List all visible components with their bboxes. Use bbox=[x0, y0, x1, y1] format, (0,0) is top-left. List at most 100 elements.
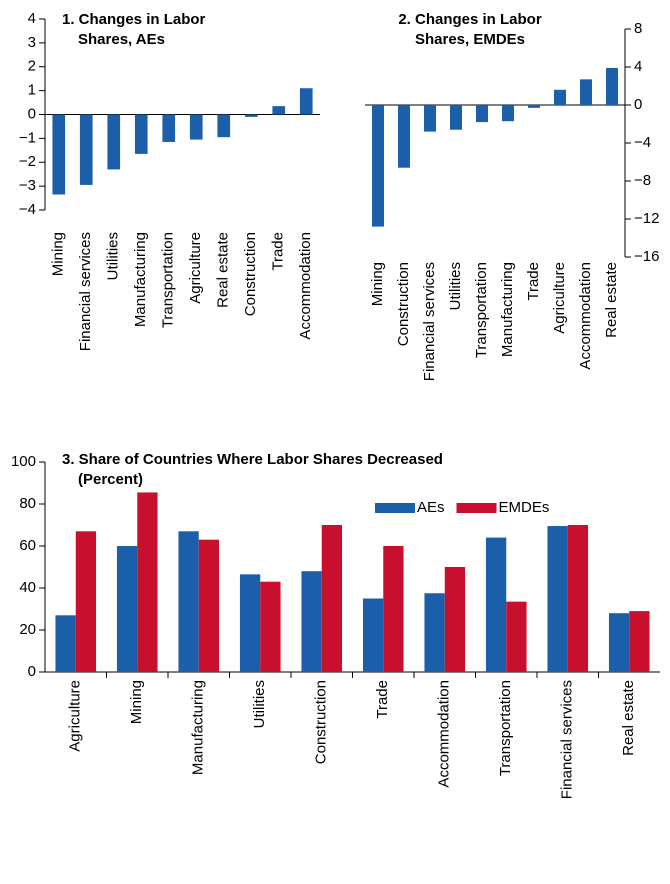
bar bbox=[547, 526, 568, 672]
x-tick-label: Accommodation bbox=[577, 262, 594, 370]
bar bbox=[424, 593, 445, 672]
bar bbox=[476, 105, 488, 123]
x-tick-label: Utilities bbox=[105, 232, 122, 280]
y-tick-label: 40 bbox=[19, 579, 36, 596]
y-tick-label: 4 bbox=[634, 58, 642, 75]
bar bbox=[372, 105, 384, 227]
legend-label: AEs bbox=[417, 499, 445, 516]
x-tick-label: Construction bbox=[395, 262, 412, 346]
x-tick-label: Real estate bbox=[215, 232, 232, 308]
x-tick-label: Financial services bbox=[421, 262, 438, 381]
bar bbox=[299, 88, 313, 115]
y-tick-label: 3 bbox=[28, 34, 36, 51]
bar bbox=[554, 89, 566, 105]
x-tick-label: Mining bbox=[50, 232, 67, 276]
x-tick-label: Trade bbox=[374, 680, 391, 719]
bar bbox=[528, 105, 540, 108]
bar bbox=[424, 105, 436, 132]
x-tick-label: Construction bbox=[242, 232, 259, 316]
y-tick-label: 0 bbox=[634, 96, 642, 113]
chart-title: 3. Share of Countries Where Labor Shares… bbox=[62, 451, 443, 468]
legend-swatch bbox=[456, 503, 497, 513]
bar bbox=[580, 79, 592, 105]
y-tick-label: −4 bbox=[634, 134, 651, 151]
y-tick-label: 1 bbox=[28, 82, 36, 99]
bar bbox=[444, 567, 466, 672]
x-tick-label: Transportation bbox=[497, 680, 514, 776]
y-tick-label: 60 bbox=[19, 537, 36, 554]
legend-swatch bbox=[375, 503, 415, 513]
bar bbox=[107, 114, 121, 170]
bar bbox=[52, 114, 66, 195]
x-tick-label: Real estate bbox=[603, 262, 620, 338]
x-tick-label: Transportation bbox=[160, 232, 177, 328]
y-tick-label: 4 bbox=[28, 10, 36, 27]
x-tick-label: Agriculture bbox=[67, 680, 84, 752]
bar bbox=[321, 525, 343, 672]
bar bbox=[162, 114, 176, 142]
y-tick-label: −1 bbox=[19, 129, 36, 146]
bar bbox=[272, 106, 286, 115]
bar bbox=[301, 571, 322, 672]
bar bbox=[629, 611, 650, 672]
x-tick-label: Utilities bbox=[447, 262, 464, 310]
bar bbox=[217, 114, 231, 138]
bar bbox=[450, 105, 462, 130]
y-tick-label: 2 bbox=[28, 58, 36, 75]
bar bbox=[178, 531, 199, 672]
bar bbox=[606, 67, 618, 105]
y-tick-label: −12 bbox=[634, 210, 659, 227]
y-tick-label: −16 bbox=[634, 248, 659, 265]
bar bbox=[567, 525, 589, 672]
y-tick-label: 80 bbox=[19, 495, 36, 512]
bar bbox=[608, 613, 630, 672]
bar bbox=[383, 546, 404, 672]
y-tick-label: −8 bbox=[634, 172, 651, 189]
y-tick-label: 0 bbox=[28, 663, 36, 680]
x-tick-label: Trade bbox=[270, 232, 287, 271]
bar bbox=[244, 114, 258, 117]
chart-title: 1. Changes in Labor Shares, AEs bbox=[62, 11, 206, 48]
x-tick-label: Transportation bbox=[473, 262, 490, 358]
bar bbox=[506, 601, 527, 672]
y-tick-label: 100 bbox=[11, 453, 36, 470]
bar bbox=[55, 615, 76, 672]
y-tick-label: −4 bbox=[19, 201, 36, 218]
x-tick-label: Mining bbox=[128, 680, 145, 724]
bar bbox=[502, 105, 514, 122]
x-tick-label: Accommodation bbox=[297, 232, 314, 340]
bar bbox=[116, 546, 138, 672]
x-tick-label: Utilities bbox=[251, 680, 268, 728]
x-tick-label: Agriculture bbox=[551, 262, 568, 334]
bar bbox=[398, 105, 410, 168]
y-tick-label: −2 bbox=[19, 153, 36, 170]
bar bbox=[239, 574, 261, 672]
chart-subtitle: (Percent) bbox=[78, 471, 144, 488]
x-tick-label: Trade bbox=[525, 262, 542, 301]
bar bbox=[260, 581, 281, 672]
x-tick-label: Financial services bbox=[559, 680, 576, 799]
x-tick-label: Agriculture bbox=[187, 232, 204, 304]
bar bbox=[137, 492, 158, 672]
x-tick-label: Mining bbox=[369, 262, 386, 306]
y-tick-label: 8 bbox=[634, 20, 642, 37]
bar bbox=[198, 539, 220, 672]
x-tick-label: Accommodation bbox=[436, 680, 453, 788]
bar bbox=[362, 598, 384, 672]
bar bbox=[79, 114, 93, 185]
chart-title: 2. Changes in Labor Shares, EMDEs bbox=[398, 11, 542, 48]
x-tick-label: Financial services bbox=[77, 232, 94, 351]
bar bbox=[134, 114, 148, 154]
bar bbox=[189, 114, 203, 140]
bar bbox=[485, 537, 507, 672]
x-tick-label: Manufacturing bbox=[499, 262, 516, 357]
y-tick-label: 20 bbox=[19, 621, 36, 638]
x-tick-label: Construction bbox=[313, 680, 330, 764]
y-tick-label: 0 bbox=[28, 105, 36, 122]
y-tick-label: −3 bbox=[19, 177, 36, 194]
legend-label: EMDEs bbox=[499, 499, 550, 516]
bar bbox=[75, 531, 97, 672]
x-tick-label: Real estate bbox=[620, 680, 637, 756]
